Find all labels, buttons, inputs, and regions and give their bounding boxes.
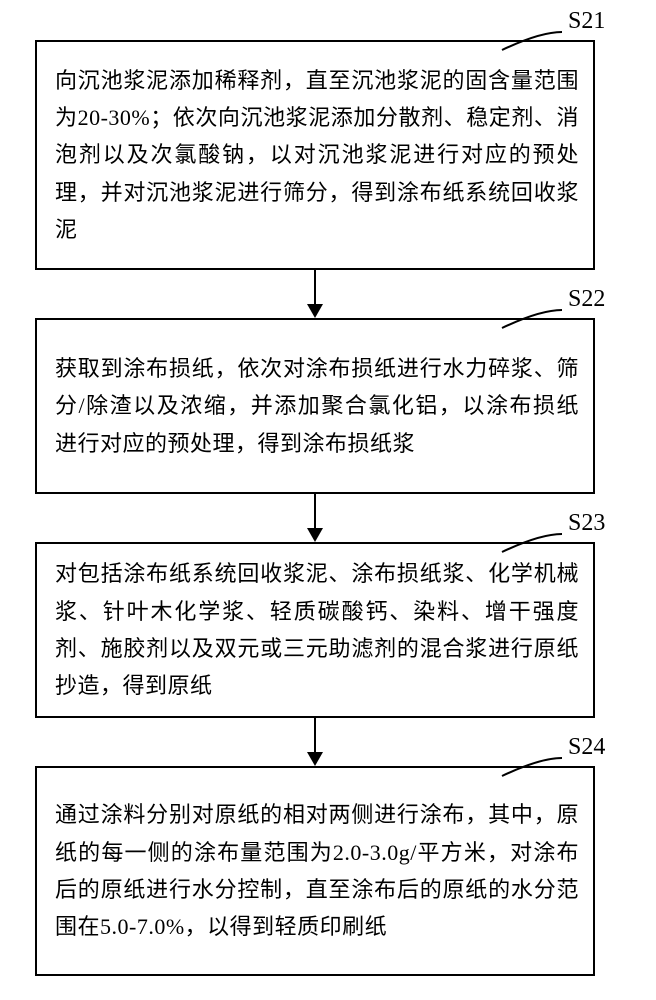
leader-s21 [500,30,570,54]
step-box-s24: 通过涂料分别对原纸的相对两侧进行涂布，其中，原纸的每一侧的涂布量范围为2.0-3… [35,766,595,976]
arrow-head-s23-s24 [307,752,323,766]
step-label-s21: S21 [568,8,605,35]
arrow-s22-s23 [314,494,316,528]
step-label-s24: S24 [568,734,605,761]
step-box-s21: 向沉池浆泥添加稀释剂，直至沉池浆泥的固含量范围为20-30%；依次向沉池浆泥添加… [35,40,595,270]
step-text-s23: 对包括涂布纸系统回收浆泥、涂布损纸浆、化学机械浆、针叶木化学浆、轻质碳酸钙、染料… [55,555,579,705]
step-box-s22: 获取到涂布损纸，依次对涂布损纸进行水力碎浆、筛分/除渣以及浓缩，并添加聚合氯化铝… [35,318,595,494]
arrow-head-s21-s22 [307,304,323,318]
arrow-s23-s24 [314,718,316,752]
arrow-head-s22-s23 [307,528,323,542]
leader-s22 [500,308,570,332]
leader-s23 [500,532,570,556]
step-box-s23: 对包括涂布纸系统回收浆泥、涂布损纸浆、化学机械浆、针叶木化学浆、轻质碳酸钙、染料… [35,542,595,718]
flowchart-canvas: 向沉池浆泥添加稀释剂，直至沉池浆泥的固含量范围为20-30%；依次向沉池浆泥添加… [0,0,656,1000]
step-label-s23: S23 [568,510,605,537]
step-text-s22: 获取到涂布损纸，依次对涂布损纸进行水力碎浆、筛分/除渣以及浓缩，并添加聚合氯化铝… [55,350,579,462]
arrow-s21-s22 [314,270,316,304]
step-text-s21: 向沉池浆泥添加稀释剂，直至沉池浆泥的固含量范围为20-30%；依次向沉池浆泥添加… [55,62,579,249]
step-text-s24: 通过涂料分别对原纸的相对两侧进行涂布，其中，原纸的每一侧的涂布量范围为2.0-3… [55,796,579,946]
leader-s24 [500,756,570,780]
step-label-s22: S22 [568,286,605,313]
